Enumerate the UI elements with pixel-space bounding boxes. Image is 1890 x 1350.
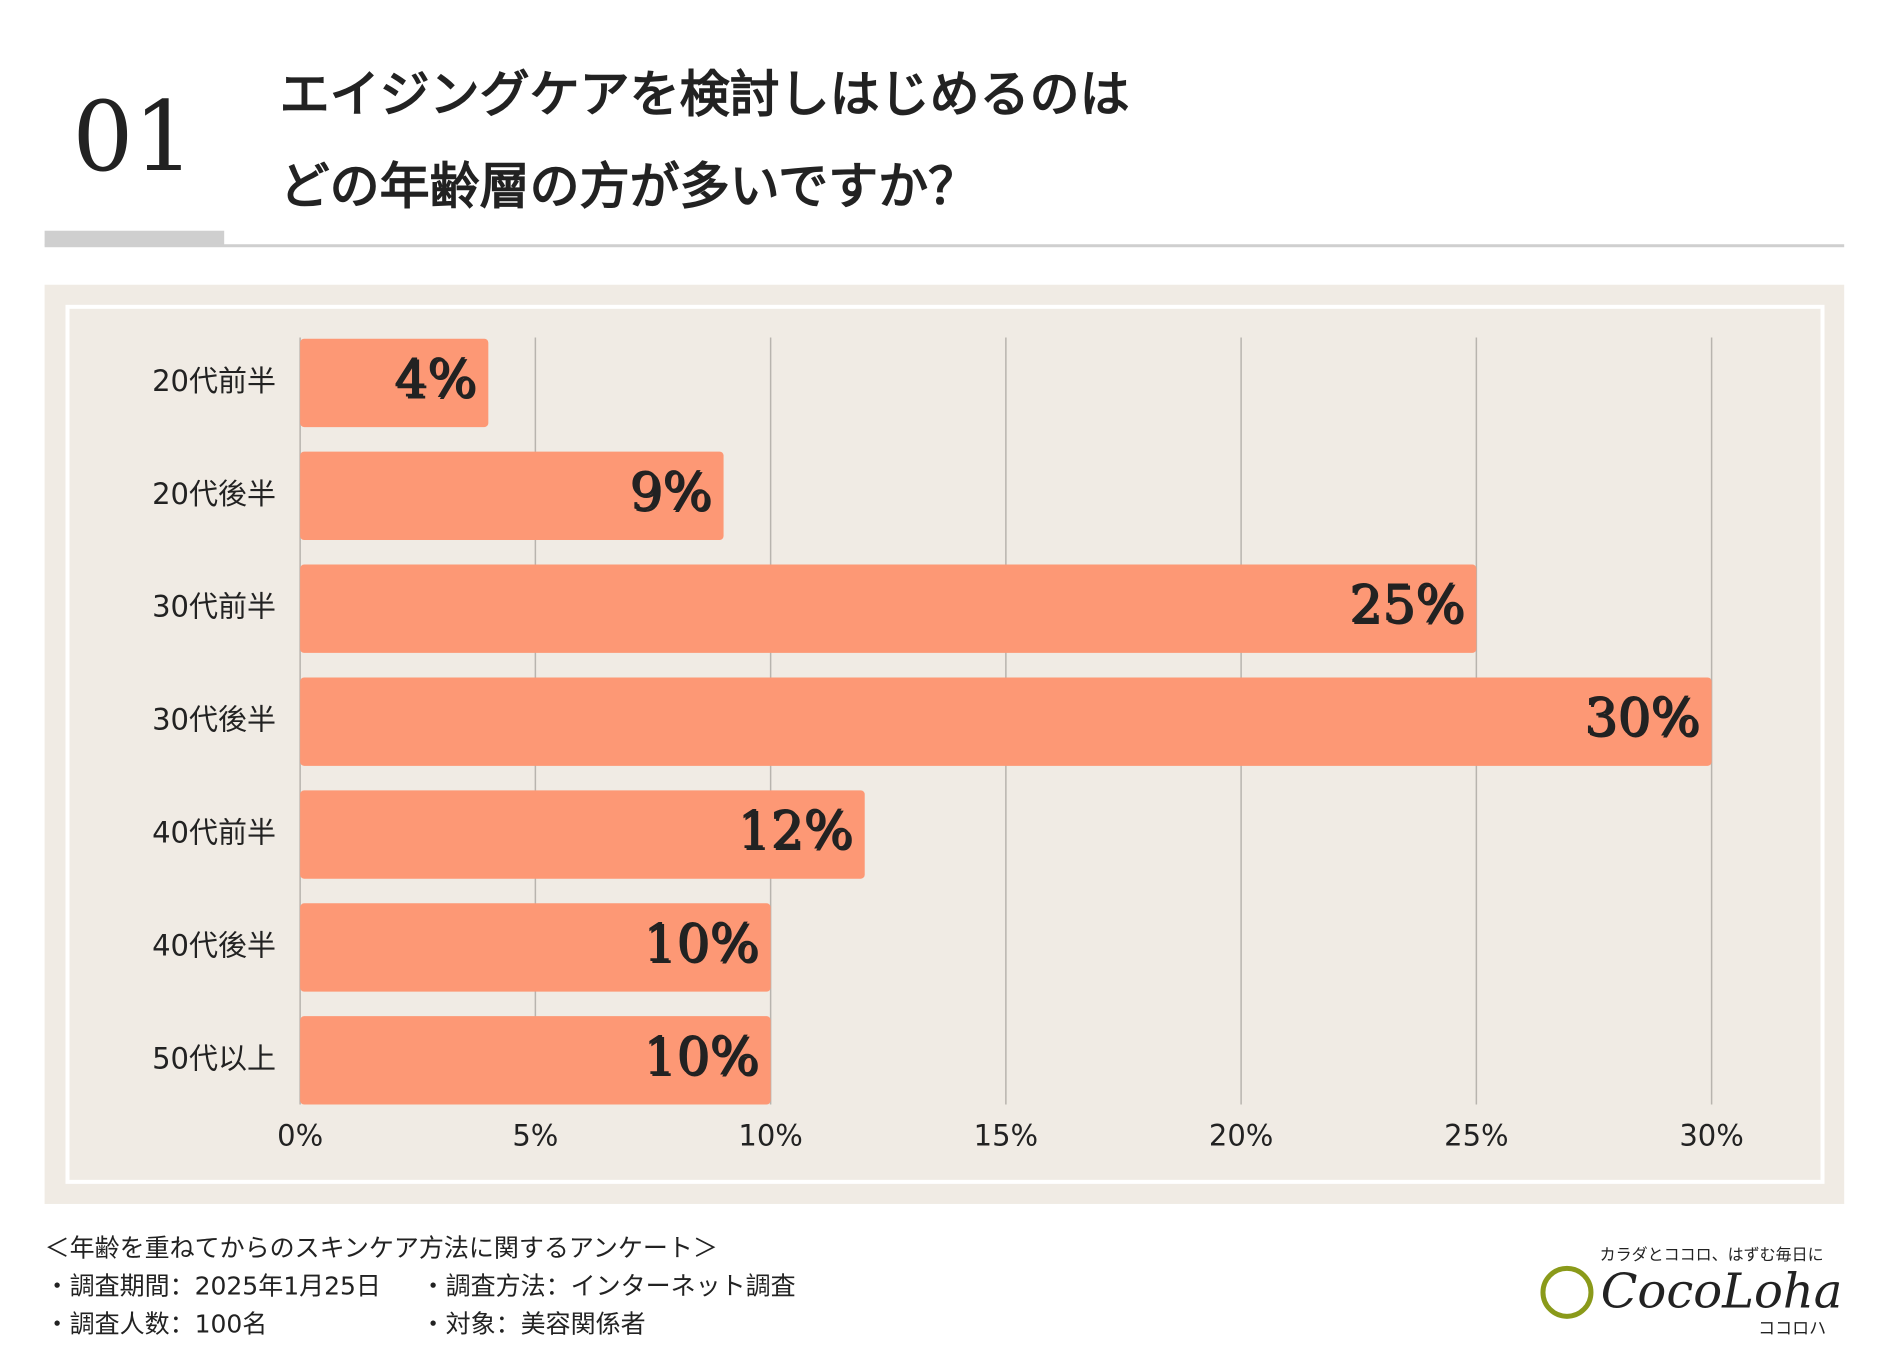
bar-label: 4%	[394, 349, 477, 409]
x-tick-label: 25%	[1444, 1119, 1508, 1153]
bar	[300, 564, 1477, 653]
bar-label-shadow: 4%	[396, 351, 479, 411]
bar-label-shadow: 25%	[1351, 577, 1467, 637]
bar-label: 9%	[629, 462, 712, 522]
survey-item: ・調査期間：2025年1月25日	[45, 1271, 381, 1300]
bar-label: 10%	[643, 914, 759, 974]
bar	[300, 677, 1712, 766]
x-tick-label: 30%	[1679, 1119, 1743, 1153]
bar-label-shadow: 10%	[645, 916, 761, 976]
y-tick-label: 40代前半	[152, 816, 276, 850]
y-tick-label: 20代前半	[152, 364, 276, 398]
question-title: どの年齢層の方が多いですか？	[280, 158, 979, 216]
bar-label-shadow: 12%	[739, 803, 855, 863]
question-title: エイジングケアを検討しはじめるのは	[280, 66, 1130, 124]
logo-tagline: カラダとココロ、はずむ毎日に	[1600, 1245, 1824, 1264]
bar-label-shadow: 30%	[1586, 690, 1702, 750]
y-tick-label: 20代後半	[152, 477, 276, 511]
logo-name: CocoLoha	[1601, 1263, 1843, 1319]
survey-item: ・調査人数：100名	[45, 1309, 268, 1338]
header-rule-accent	[44, 230, 225, 246]
y-tick-label: 30代前半	[152, 590, 276, 624]
x-tick-label: 5%	[512, 1119, 558, 1153]
survey-item: ・対象：美容関係者	[421, 1309, 646, 1338]
bar	[300, 1016, 771, 1105]
y-tick-label: 30代後半	[152, 703, 276, 737]
x-tick-label: 20%	[1209, 1119, 1273, 1153]
bar	[300, 338, 489, 428]
bar-label: 12%	[737, 801, 853, 861]
bar-label: 25%	[1349, 575, 1465, 635]
x-tick-label: 15%	[974, 1119, 1038, 1153]
y-tick-label: 40代後半	[152, 928, 276, 962]
bar-label: 30%	[1584, 688, 1700, 748]
bar	[300, 451, 724, 540]
bar-label-shadow: 10%	[645, 1029, 761, 1089]
logo-kana: ココロハ	[1758, 1319, 1826, 1339]
bar-label-shadow: 9%	[631, 464, 714, 524]
question-number: 01	[72, 81, 194, 193]
y-tick-label: 50代以上	[152, 1041, 276, 1075]
bar-label: 10%	[643, 1027, 759, 1087]
bar	[300, 903, 771, 992]
survey-item: ・調査方法：インターネット調査	[421, 1271, 796, 1300]
header-rule	[44, 244, 1845, 248]
logo-icon	[1540, 1265, 1594, 1319]
survey-title: ＜年齢を重ねてからのスキンケア方法に関するアンケート＞	[45, 1233, 718, 1262]
bar	[300, 790, 865, 879]
x-tick-label: 0%	[277, 1119, 323, 1153]
x-tick-label: 10%	[738, 1119, 802, 1153]
chart-panel-border	[65, 304, 1825, 1184]
